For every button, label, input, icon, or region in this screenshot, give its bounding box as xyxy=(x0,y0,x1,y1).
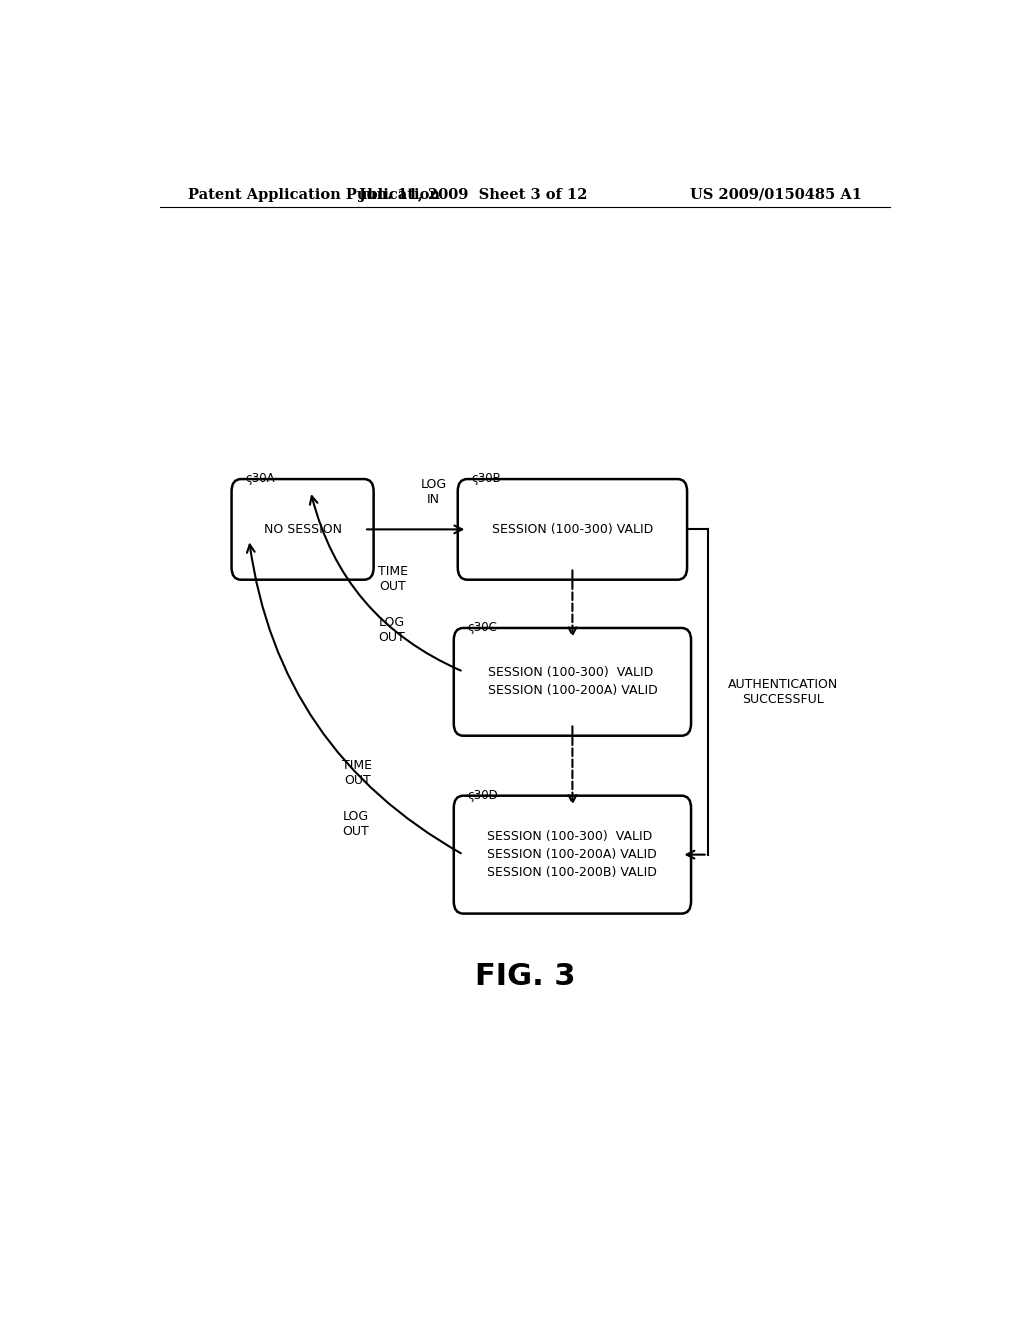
Text: Patent Application Publication: Patent Application Publication xyxy=(187,187,439,202)
Text: ς30C: ς30C xyxy=(467,622,497,634)
Text: SESSION (100-300) VALID: SESSION (100-300) VALID xyxy=(492,523,653,536)
FancyBboxPatch shape xyxy=(231,479,374,579)
Text: NO SESSION: NO SESSION xyxy=(263,523,342,536)
Text: ς30B: ς30B xyxy=(471,473,501,486)
Text: LOG
OUT: LOG OUT xyxy=(342,810,369,838)
FancyBboxPatch shape xyxy=(458,479,687,579)
Text: US 2009/0150485 A1: US 2009/0150485 A1 xyxy=(690,187,862,202)
Text: ς30A: ς30A xyxy=(245,473,274,486)
Text: TIME
OUT: TIME OUT xyxy=(378,565,408,593)
Text: SESSION (100-300)  VALID
SESSION (100-200A) VALID: SESSION (100-300) VALID SESSION (100-200… xyxy=(487,667,657,697)
FancyBboxPatch shape xyxy=(454,796,691,913)
Text: FIG. 3: FIG. 3 xyxy=(474,962,575,991)
Text: SESSION (100-300)  VALID
SESSION (100-200A) VALID
SESSION (100-200B) VALID: SESSION (100-300) VALID SESSION (100-200… xyxy=(487,830,657,879)
Text: TIME
OUT: TIME OUT xyxy=(342,759,373,787)
Text: LOG
IN: LOG IN xyxy=(421,478,446,506)
Text: ς30D: ς30D xyxy=(467,789,498,801)
Text: Jun. 11, 2009  Sheet 3 of 12: Jun. 11, 2009 Sheet 3 of 12 xyxy=(359,187,588,202)
Text: AUTHENTICATION
SUCCESSFUL: AUTHENTICATION SUCCESSFUL xyxy=(728,678,838,706)
Text: LOG
OUT: LOG OUT xyxy=(378,616,404,644)
FancyBboxPatch shape xyxy=(454,628,691,735)
